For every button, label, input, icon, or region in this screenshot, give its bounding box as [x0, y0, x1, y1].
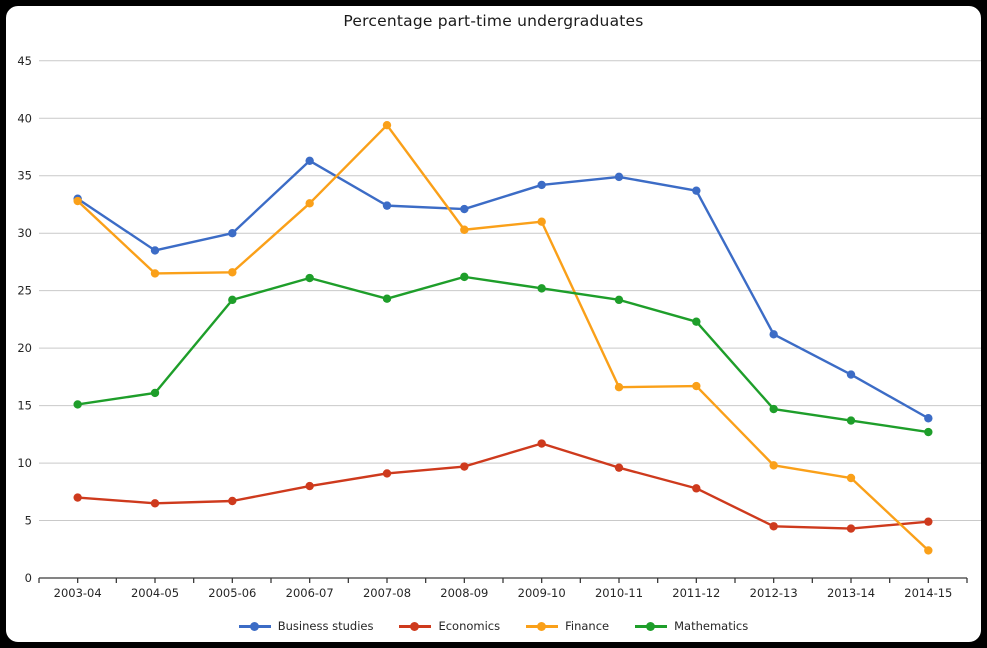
data-point-finance: [150, 269, 160, 278]
x-axis-label: 2008-09: [440, 586, 488, 600]
x-axis-label: 2009-10: [518, 586, 566, 600]
legend-marker-icon: [526, 621, 559, 632]
data-point-finance: [537, 217, 546, 226]
legend-label: Business studies: [277, 619, 374, 633]
y-axis-label: 35: [17, 169, 32, 183]
legend-item-finance: Finance: [526, 619, 609, 633]
series-line-business-studies: [76, 159, 930, 420]
data-point-finance: [305, 199, 314, 208]
x-axis-label: 2011-12: [672, 586, 720, 600]
data-point-business-studies: [924, 414, 933, 423]
data-point-mathematics: [924, 427, 933, 437]
data-point-business-studies: [305, 156, 314, 165]
data-point-mathematics: [846, 416, 856, 425]
y-axis-label: 0: [25, 571, 32, 585]
y-axis-label: 40: [17, 111, 32, 125]
chart-title: Percentage part-time undergraduates: [343, 12, 644, 30]
x-axis-label: 2010-11: [595, 586, 643, 600]
data-point-finance: [228, 268, 237, 277]
data-point-mathematics: [537, 284, 546, 293]
x-axis-label: 2005-06: [208, 586, 256, 600]
data-point-mathematics: [460, 272, 469, 282]
y-axis-label: 45: [17, 54, 32, 68]
y-axis-label: 25: [17, 284, 32, 298]
legend-item-mathematics: Mathematics: [635, 619, 748, 633]
data-point-economics: [769, 522, 778, 531]
data-point-mathematics: [382, 294, 392, 303]
data-point-economics: [460, 462, 469, 471]
series-line-finance: [76, 123, 930, 552]
x-axis-label: 2013-14: [827, 586, 875, 600]
y-axis-label: 20: [17, 341, 32, 355]
data-point-economics: [692, 484, 701, 493]
data-point-business-studies: [614, 172, 624, 182]
data-point-finance: [769, 461, 778, 470]
legend-marker-icon: [399, 621, 432, 632]
legend-label: Mathematics: [674, 619, 749, 633]
series-line-mathematics: [76, 275, 930, 434]
data-point-finance: [846, 473, 856, 483]
data-point-finance: [692, 381, 701, 391]
legend-marker-icon: [238, 621, 271, 632]
data-point-mathematics: [150, 388, 160, 398]
chart-frame: [4, 4, 983, 644]
data-point-business-studies: [537, 180, 546, 190]
data-point-economics: [150, 499, 160, 508]
data-point-business-studies: [460, 204, 469, 214]
data-point-business-studies: [228, 229, 237, 238]
data-point-business-studies: [150, 246, 160, 255]
legend-label: Finance: [565, 619, 610, 633]
x-axis-label: 2003-04: [54, 586, 102, 600]
data-point-economics: [537, 439, 546, 448]
data-point-mathematics: [769, 404, 778, 414]
data-point-mathematics: [614, 295, 624, 305]
y-axis-label: 10: [17, 456, 32, 470]
x-axis-label: 2006-07: [286, 586, 334, 600]
data-point-finance: [460, 225, 469, 234]
y-axis-label: 15: [17, 399, 32, 413]
data-point-economics: [924, 517, 933, 526]
data-point-business-studies: [769, 330, 778, 339]
data-point-finance: [924, 546, 933, 555]
data-point-mathematics: [692, 317, 701, 326]
y-axis-label: 5: [25, 514, 32, 528]
data-point-finance: [73, 196, 82, 206]
data-point-business-studies: [846, 370, 856, 379]
data-point-economics: [614, 463, 624, 472]
data-point-economics: [382, 469, 392, 478]
data-point-finance: [382, 120, 392, 130]
series-line-economics: [76, 442, 930, 530]
data-point-mathematics: [305, 273, 314, 283]
data-point-business-studies: [692, 186, 701, 195]
legend-item-business-studies: Business studies: [238, 619, 374, 633]
legend: Business studies Economics Finance Mathemat…: [0, 611, 987, 641]
x-axis-label: 2012-13: [750, 586, 798, 600]
x-axis-label: 2004-05: [131, 586, 179, 600]
data-point-finance: [614, 383, 624, 392]
legend-label: Economics: [438, 619, 501, 633]
x-axis-label: 2007-08: [363, 586, 411, 600]
legend-item-economics: Economics: [399, 619, 500, 633]
y-axis-label: 30: [17, 226, 32, 240]
data-point-economics: [228, 496, 237, 506]
data-point-economics: [73, 493, 82, 502]
legend-marker-icon: [635, 621, 668, 632]
data-point-business-studies: [382, 201, 392, 210]
data-point-mathematics: [228, 295, 237, 305]
x-axis-label: 2014-15: [904, 586, 952, 600]
data-point-mathematics: [73, 400, 82, 409]
data-point-economics: [305, 481, 314, 491]
data-point-economics: [846, 524, 856, 533]
